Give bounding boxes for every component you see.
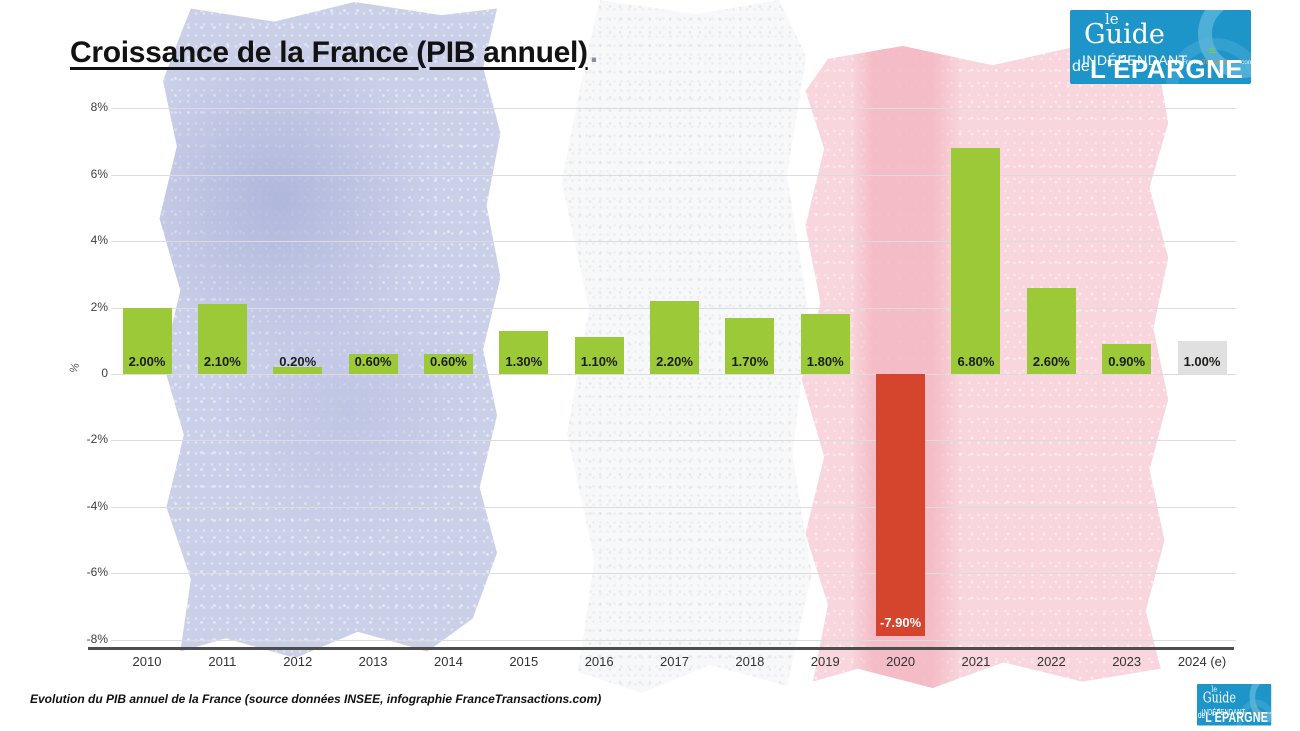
bar-value-label-2019: 1.80% <box>806 354 844 369</box>
bar-2010 <box>122 307 172 374</box>
logo-ft-com: .com <box>1266 711 1271 716</box>
bar-value-label-2012: 0.20% <box>279 354 317 369</box>
logo-ft-france: France <box>1242 711 1252 716</box>
logo-ring2-icon <box>1236 699 1272 726</box>
y-tick-label: -4% <box>86 498 108 513</box>
gridline-0 <box>111 374 1236 375</box>
bar-value-label-2021: 6.80% <box>957 354 995 369</box>
y-tick-label: 6% <box>90 166 108 181</box>
francetransactions-fish-icon: ≋ <box>1253 704 1258 711</box>
brushstroke-blue <box>159 2 501 658</box>
bar-value-label-2015: 1.30% <box>505 354 543 369</box>
logo-guide: Guide <box>1084 19 1165 50</box>
x-tick-label-2021: 2021 <box>961 654 991 669</box>
y-tick-label: 2% <box>90 299 108 314</box>
logo-francetransactions: FranceTransactions.com <box>1243 711 1271 715</box>
logo-independant: INDÉPENDANT <box>1201 707 1246 717</box>
gridline--6% <box>111 573 1236 575</box>
bar-2013 <box>348 354 398 374</box>
bar-value-label-2010: 2.00% <box>128 354 166 369</box>
logo-guide: Guide <box>1202 689 1236 707</box>
bar-value-label-2017: 2.20% <box>656 354 693 369</box>
bar-2021 <box>951 148 1001 374</box>
x-tick-label-2016: 2016 <box>584 654 614 669</box>
gridline--2% <box>111 440 1236 442</box>
page-title-dot: . <box>589 36 598 69</box>
x-tick-label-2017: 2017 <box>660 654 689 669</box>
bar-2011 <box>197 304 247 374</box>
x-tick-label-2014: 2014 <box>433 654 463 669</box>
bar-value-label-2022: 2.60% <box>1032 354 1070 369</box>
y-tick-label: -2% <box>86 432 108 447</box>
logo-ft-france: France <box>1182 59 1203 66</box>
bar-value-label-2024-e: 1.00% <box>1183 354 1221 369</box>
x-tick-label-2020: 2020 <box>886 654 916 669</box>
bar-2023 <box>1102 344 1152 374</box>
x-tick-label-2012: 2012 <box>283 654 313 669</box>
bar-value-label-2011: 2.10% <box>203 354 241 369</box>
gridline-4% <box>111 241 1236 243</box>
y-tick-label: -8% <box>86 631 108 646</box>
logo-francetransactions: FranceTransactions.com <box>1182 59 1251 66</box>
x-tick-label-2013: 2013 <box>358 654 388 669</box>
y-tick-label: 4% <box>90 233 108 248</box>
logo-ft-transactions: Transactions <box>1251 711 1267 716</box>
logo-le: le <box>1105 10 1119 28</box>
logo-de: de <box>1072 58 1090 75</box>
x-tick-label-2015: 2015 <box>509 654 539 669</box>
logo-de: de <box>1197 710 1206 721</box>
bar-2018 <box>725 317 775 374</box>
logo-epargne: L'ÉPARGNE <box>1090 54 1244 84</box>
bar-2022 <box>1026 287 1076 374</box>
guide-epargne-logo: le Guide INDÉPENDANT ≋ FranceTransaction… <box>1070 10 1251 84</box>
gridline-8% <box>111 108 1236 110</box>
logo-ft-com: .com <box>1239 59 1251 66</box>
bar-value-label-2023: 0.90% <box>1108 354 1146 369</box>
guide-epargne-logo-small-inner: le Guide INDÉPENDANT ≋ FranceTransaction… <box>1197 684 1272 726</box>
x-tick-label-2022: 2022 <box>1036 654 1066 669</box>
bar-2024-e <box>1177 340 1227 374</box>
x-tick-label-2010: 2010 <box>132 654 162 669</box>
bar-2014 <box>423 354 473 374</box>
logo-independant: INDÉPENDANT <box>1082 52 1188 68</box>
x-tick-label-2019: 2019 <box>810 654 840 669</box>
logo-le: le <box>1211 684 1217 695</box>
guide-epargne-logo-small: le Guide INDÉPENDANT ≋ FranceTransaction… <box>1197 684 1272 726</box>
page-title-text: Croissance de la France (PIB annuel) <box>70 36 588 69</box>
x-axis-line <box>88 647 1234 650</box>
bar-value-label-2016: 1.10% <box>580 354 618 369</box>
y-tick-label: 8% <box>90 100 108 115</box>
y-tick-label: -6% <box>86 565 108 580</box>
bar-value-label-2018: 1.70% <box>731 354 769 369</box>
bar-2016 <box>574 337 624 374</box>
bar-value-label-2013: 0.60% <box>354 354 392 369</box>
bar-2017 <box>650 300 700 374</box>
x-tick-label-2024-e: 2024 (e) <box>1177 654 1227 669</box>
source-caption: Evolution du PIB annuel de la France (so… <box>30 692 602 706</box>
page-title: Croissance de la France (PIB annuel). <box>70 36 598 70</box>
gridline--8% <box>111 639 1236 641</box>
francetransactions-fish-icon: ≋ <box>1208 46 1217 57</box>
bar-2015 <box>499 330 549 374</box>
gridline--4% <box>111 506 1236 508</box>
x-tick-label-2011: 2011 <box>208 654 237 669</box>
gridline-6% <box>111 174 1236 176</box>
logo-epargne: L'ÉPARGNE <box>1205 708 1269 726</box>
bar-2012 <box>273 367 323 374</box>
bar-2020 <box>876 374 926 637</box>
bar-2019 <box>800 314 850 374</box>
bar-value-label-2014: 0.60% <box>430 354 467 369</box>
y-tick-label: 0 <box>101 366 108 380</box>
x-tick-label-2018: 2018 <box>735 654 765 669</box>
logo-ft-transactions: Transactions <box>1202 59 1240 66</box>
bar-value-label-2020: -7.90% <box>879 615 922 631</box>
x-tick-label-2023: 2023 <box>1112 654 1142 669</box>
